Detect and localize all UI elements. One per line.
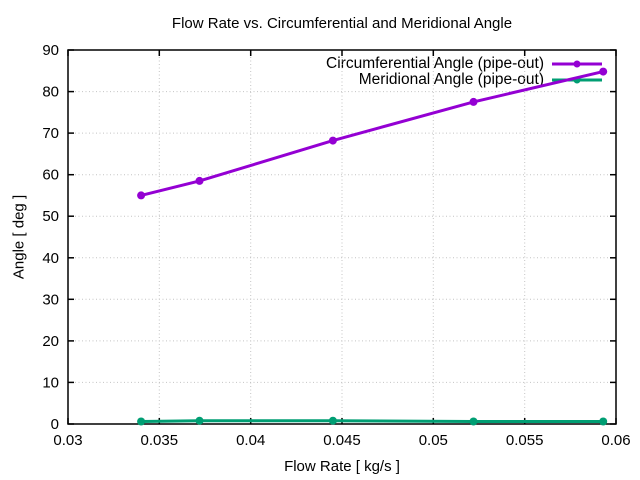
data-point-meridional [599,417,608,426]
data-point-circumferential [469,97,478,106]
y-tick-label: 50 [42,208,59,225]
legend-label-meridional: Meridional Angle (pipe-out) [358,71,544,88]
data-point-circumferential [328,136,337,145]
y-tick-label: 80 [42,84,59,101]
x-tick-label: 0.06 [601,432,630,449]
chart-title: Flow Rate vs. Circumferential and Meridi… [171,15,513,32]
data-point-circumferential [137,191,146,200]
x-tick-label: 0.045 [323,432,361,449]
x-tick-label: 0.04 [236,432,265,449]
y-tick-label: 20 [42,333,59,350]
legend-label-circumferential: Circumferential Angle (pipe-out) [326,55,544,72]
data-point-meridional [469,417,478,426]
x-tick-label: 0.035 [141,432,179,449]
series-line-meridional [141,419,604,423]
data-point-meridional [328,416,337,425]
legend-sample-line-circumferential [552,60,602,68]
x-axis-label: Flow Rate [ kg/s ] [284,458,400,475]
y-tick-label: 60 [42,167,59,184]
data-point-circumferential [599,67,608,76]
plot-frame [67,49,617,425]
x-tick-label: 0.055 [506,432,544,449]
data-point-meridional [195,416,204,425]
y-tick-label: 40 [42,250,59,267]
data-point-circumferential [195,176,204,185]
x-tick-label: 0.05 [419,432,448,449]
y-tick-label: 0 [51,416,59,433]
legend-entry-circumferential: Circumferential Angle (pipe-out) [326,55,603,72]
data-point-meridional [137,417,146,426]
y-tick-label: 30 [42,291,59,308]
y-tick-label: 90 [42,42,59,59]
x-tick-label: 0.03 [53,432,82,449]
y-tick-label: 70 [42,125,59,142]
y-tick-label: 10 [42,374,59,391]
